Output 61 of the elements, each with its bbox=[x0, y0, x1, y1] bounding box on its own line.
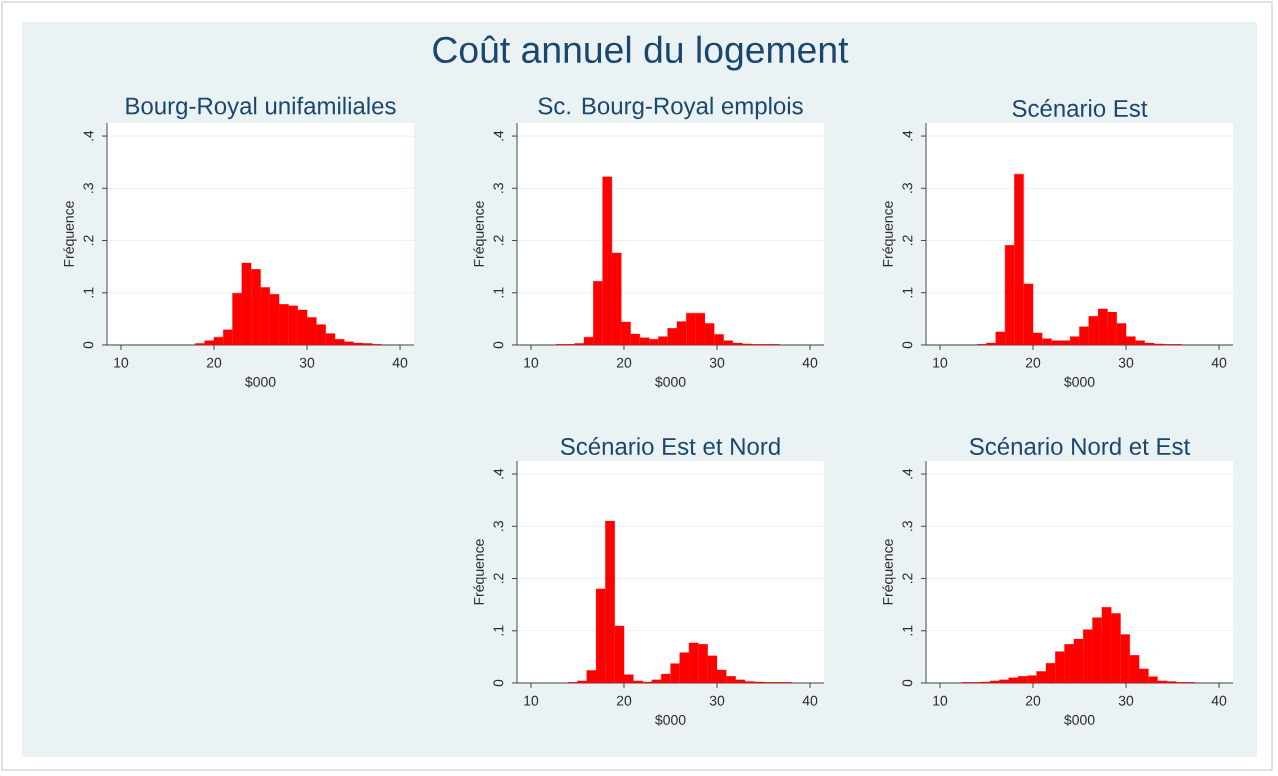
x-tick-label: 30 bbox=[709, 695, 725, 706]
y-tick-label: .3 bbox=[83, 183, 94, 193]
x-tick-label: 40 bbox=[392, 357, 408, 368]
y-tick-label: .1 bbox=[902, 287, 913, 298]
x-tick-label: 40 bbox=[1211, 695, 1227, 706]
y-tick-label: .3 bbox=[902, 521, 913, 531]
y-axis-title: Fréquence bbox=[882, 539, 896, 605]
x-tick-label: 10 bbox=[933, 695, 948, 706]
y-tick-label: 0 bbox=[902, 679, 913, 687]
chart-title: Coût annuel du logement bbox=[433, 35, 849, 71]
x-tick-label: 20 bbox=[1025, 695, 1041, 706]
x-axis-title: $000 bbox=[655, 376, 686, 388]
y-tick-label: 0 bbox=[83, 341, 94, 349]
y-tick-label: .3 bbox=[493, 183, 504, 193]
x-tick-label: 30 bbox=[1118, 695, 1134, 706]
y-tick-label: .2 bbox=[83, 235, 94, 246]
x-tick-label: 10 bbox=[524, 357, 539, 368]
chart-title: Bourg-Royal unifamiliales bbox=[126, 96, 396, 120]
x-tick-label: 30 bbox=[1118, 357, 1134, 368]
y-axis-title: Fréquence bbox=[63, 201, 77, 267]
y-tick-label: .3 bbox=[493, 521, 504, 531]
x-axis-title: $000 bbox=[1064, 376, 1095, 388]
chart-title: Scénario Est et Nord bbox=[560, 437, 780, 455]
chart-title: Scénario Est bbox=[1012, 99, 1148, 117]
y-tick-label: .2 bbox=[493, 235, 504, 246]
y-tick-label: .2 bbox=[493, 573, 504, 584]
y-axis-title: Fréquence bbox=[882, 201, 896, 267]
y-tick-label: .4 bbox=[902, 130, 913, 141]
x-tick-label: 40 bbox=[802, 357, 818, 368]
chart-title: Scénario Nord et Est bbox=[969, 437, 1191, 455]
x-tick-label: 20 bbox=[1025, 357, 1041, 368]
y-tick-label: 0 bbox=[493, 341, 504, 349]
y-tick-label: .1 bbox=[493, 625, 504, 636]
x-tick-label: 20 bbox=[616, 695, 632, 706]
y-tick-label: .4 bbox=[493, 468, 504, 479]
y-tick-label: .2 bbox=[902, 573, 913, 584]
y-axis-title: Fréquence bbox=[473, 201, 487, 267]
y-tick-label: 0 bbox=[902, 341, 913, 349]
x-tick-label: 10 bbox=[933, 357, 948, 368]
y-tick-label: .4 bbox=[83, 130, 94, 141]
y-tick-label: .1 bbox=[83, 287, 94, 298]
x-tick-label: 40 bbox=[802, 695, 818, 706]
y-tick-label: .4 bbox=[902, 468, 913, 479]
y-axis-title: Fréquence bbox=[473, 539, 487, 605]
x-tick-label: 20 bbox=[616, 357, 632, 368]
x-tick-label: 10 bbox=[114, 357, 129, 368]
x-tick-label: 30 bbox=[709, 357, 725, 368]
x-tick-label: 30 bbox=[299, 357, 315, 368]
x-tick-label: 10 bbox=[524, 695, 539, 706]
y-tick-label: .1 bbox=[902, 625, 913, 636]
x-axis-title: $000 bbox=[1064, 714, 1095, 726]
x-tick-label: 40 bbox=[1211, 357, 1227, 368]
chart-subtitle: Sc. Bourg-Royal emplois bbox=[538, 96, 803, 120]
x-tick-label: 20 bbox=[206, 357, 222, 368]
x-axis-title: $000 bbox=[245, 376, 276, 388]
y-tick-label: .1 bbox=[493, 287, 504, 298]
y-tick-label: 0 bbox=[493, 679, 504, 687]
y-tick-label: .2 bbox=[902, 235, 913, 246]
x-axis-title: $000 bbox=[655, 714, 686, 726]
y-tick-label: .3 bbox=[902, 183, 913, 193]
y-tick-label: .4 bbox=[493, 130, 504, 141]
